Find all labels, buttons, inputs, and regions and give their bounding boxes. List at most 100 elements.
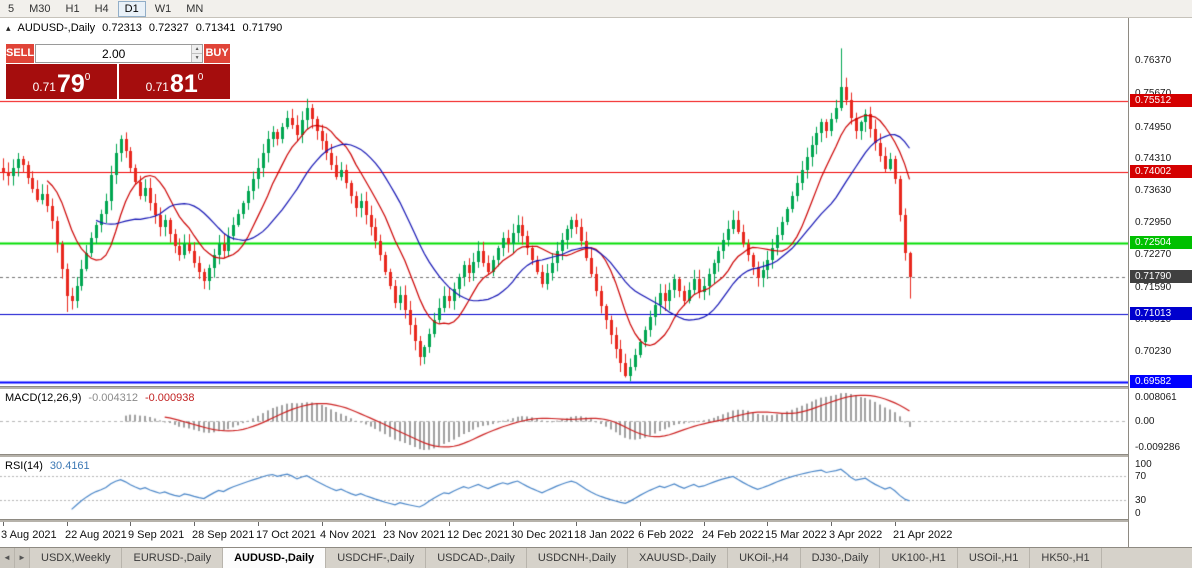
price-tick-label: 0.74950	[1135, 122, 1172, 134]
rsi-axis-label: 100	[1135, 459, 1152, 470]
date-tick	[767, 522, 768, 526]
timeframe-button-mn[interactable]: MN	[186, 2, 204, 15]
macd-axis-label: -0.009286	[1135, 442, 1181, 453]
macd-canvas[interactable]	[0, 389, 1128, 454]
rsi-indicator-label: RSI(14) 30.4161	[5, 460, 90, 472]
date-label: 3 Aug 2021	[1, 529, 57, 541]
chart-tab-eurusd-daily[interactable]: EURUSD-,Daily	[122, 548, 224, 568]
date-label: 17 Oct 2021	[256, 529, 316, 541]
buy-button[interactable]: BUY	[204, 44, 230, 63]
timeframe-button-h1[interactable]: H1	[65, 2, 80, 15]
macd-axis-label: 0.008061	[1135, 392, 1177, 403]
sell-price-base: 0.71	[32, 80, 56, 94]
price-level-badge: 0.75512	[1130, 93, 1192, 107]
date-axis: 3 Aug 2021 22 Aug 2021 9 Sep 2021 28 Sep 20…	[0, 522, 1128, 547]
buy-price-display[interactable]: 0.71 81 0	[119, 64, 230, 99]
volume-input[interactable]	[36, 45, 192, 62]
sell-price-pips: 79	[56, 70, 85, 98]
timeframe-button-d1[interactable]: D1	[117, 0, 146, 17]
sell-button[interactable]: SELL	[6, 44, 35, 63]
date-tick	[385, 522, 386, 526]
price-level-badge: 0.72504	[1130, 236, 1192, 250]
volume-increase-button[interactable]: ▲	[192, 45, 203, 54]
ohlc-open: 0.72313	[102, 22, 142, 34]
macd-main-value: -0.004312	[88, 392, 138, 404]
panel-separator[interactable]	[0, 386, 1192, 389]
date-label: 4 Nov 2021	[320, 529, 377, 541]
price-tick-label: 0.72950	[1135, 217, 1172, 229]
chart-tabs: USDX,Weekly EURUSD-,Daily AUDUSD-,Daily USD…	[30, 548, 1192, 568]
chart-tab-usdx-weekly[interactable]: USDX,Weekly	[30, 548, 123, 568]
date-label: 21 Apr 2022	[893, 529, 953, 541]
date-tick	[67, 522, 68, 526]
chart-tab-usdchf-daily[interactable]: USDCHF-,Daily	[326, 548, 427, 568]
price-level-badge: 0.71013	[1130, 307, 1192, 321]
date-tick	[895, 522, 896, 526]
chart-tab-xauusd-daily[interactable]: XAUUSD-,Daily	[628, 548, 729, 568]
rsi-axis-label: 70	[1135, 471, 1147, 483]
date-tick	[576, 522, 577, 526]
price-tick-label: 0.70230	[1135, 346, 1172, 358]
chart-tab-ukoil-h4[interactable]: UKOil-,H4	[728, 548, 801, 568]
tab-scroll-right-button[interactable]: ►	[15, 548, 30, 568]
chart-tab-dj30-daily[interactable]: DJ30-,Daily	[800, 548, 881, 568]
rsi-axis-label: 0	[1135, 508, 1141, 519]
macd-title: MACD(12,26,9)	[5, 392, 82, 404]
price-tick-label: 0.74310	[1135, 152, 1172, 164]
date-tick	[831, 522, 832, 526]
date-tick	[194, 522, 195, 526]
buy-price-pips: 81	[169, 70, 198, 98]
price-tick-label: 0.76370	[1135, 54, 1172, 66]
date-tick	[640, 522, 641, 526]
price-level-badge: 0.69582	[1130, 375, 1192, 389]
chart-tab-usdcad-daily[interactable]: USDCAD-,Daily	[426, 548, 527, 568]
date-label: 6 Feb 2022	[638, 529, 694, 541]
price-tick-label: 0.71590	[1135, 281, 1172, 293]
chart-tab-usoil-h1[interactable]: USOil-,H1	[957, 548, 1031, 568]
date-label: 9 Sep 2021	[128, 529, 185, 541]
price-level-badge: 0.71790	[1130, 270, 1192, 284]
date-label: 18 Jan 2022	[574, 529, 635, 541]
price-level-badge: 0.74002	[1130, 165, 1192, 179]
chart-header: ▴ AUDUSD-,Daily 0.72313 0.72327 0.71341 …	[6, 22, 282, 34]
rsi-axis-label: 30	[1135, 494, 1147, 506]
timeframe-button-h4[interactable]: H4	[94, 2, 109, 15]
sell-price-display[interactable]: 0.71 79 0	[6, 64, 117, 99]
date-label: 24 Feb 2022	[702, 529, 764, 541]
buy-price-pipette: 0	[197, 72, 204, 83]
rsi-title: RSI(14)	[5, 460, 43, 472]
sell-price-pipette: 0	[84, 72, 91, 83]
volume-input-box: ▲ ▼	[35, 44, 204, 63]
date-tick	[704, 522, 705, 526]
chart-tab-uk100-h1[interactable]: UK100-,H1	[880, 548, 958, 568]
date-label: 30 Dec 2021	[511, 529, 574, 541]
date-tick	[449, 522, 450, 526]
volume-decrease-button[interactable]: ▼	[192, 54, 203, 62]
date-tick	[258, 522, 259, 526]
macd-axis-label: 0.00	[1135, 416, 1155, 428]
ohlc-close: 0.71790	[242, 22, 283, 34]
ohlc-low: 0.71341	[195, 22, 236, 34]
timeframe-button-5[interactable]: 5	[8, 2, 15, 15]
timeframe-toolbar: 5 M30 H1 H4 D1 W1 MN	[0, 0, 1192, 18]
date-tick	[513, 522, 514, 526]
chart-tab-hk50-h1[interactable]: HK50-,H1	[1030, 548, 1102, 568]
date-label: 12 Dec 2021	[447, 529, 510, 541]
ohlc-high: 0.72327	[148, 22, 189, 34]
buy-price-base: 0.71	[145, 80, 169, 94]
timeframe-button-m30[interactable]: M30	[29, 2, 51, 15]
chart-tab-audusd-daily[interactable]: AUDUSD-,Daily	[223, 548, 327, 568]
macd-indicator-label: MACD(12,26,9) -0.004312 -0.000938	[5, 392, 195, 404]
macd-signal-value: -0.000938	[144, 392, 195, 404]
rsi-canvas[interactable]	[0, 457, 1128, 519]
panel-separator[interactable]	[0, 454, 1192, 457]
price-tick-label: 0.72270	[1135, 249, 1172, 261]
price-tick-label: 0.73630	[1135, 184, 1172, 196]
tab-scroll-left-button[interactable]: ◄	[0, 548, 15, 568]
panel-separator[interactable]	[0, 519, 1192, 522]
timeframe-button-w1[interactable]: W1	[154, 2, 172, 15]
chart-tab-bar: ◄ ► USDX,Weekly EURUSD-,Daily AUDUSD-,Dail…	[0, 547, 1192, 568]
chart-tab-usdcnh-daily[interactable]: USDCNH-,Daily	[526, 548, 629, 568]
chart-symbol-label: AUDUSD-,Daily	[17, 22, 96, 34]
